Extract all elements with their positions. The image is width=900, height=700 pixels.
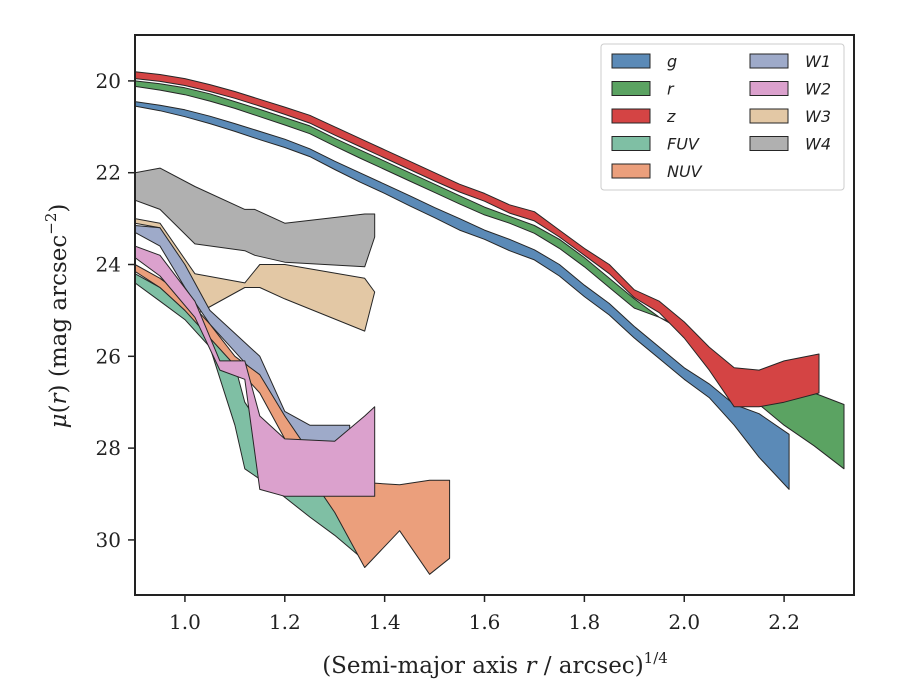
legend-swatch-w4 [749,136,789,151]
legend-swatch-w1 [749,53,789,69]
band-g [135,101,790,490]
y-axis-label: μ(r) (mag arcsec−2) [42,204,72,429]
plot-frame [134,34,855,596]
y-tick-label: 24 [96,253,121,277]
band-r [135,80,845,470]
x-tick-label: 1.4 [369,610,401,634]
y-tick-label: 22 [96,161,121,185]
legend-swatch-r [611,81,651,96]
y-axis: 20 22 24 26 28 30 [96,69,135,552]
legend-swatch-w3 [749,108,789,124]
x-tick-label: 2.0 [668,610,700,634]
y-tick-label: 30 [96,528,121,552]
bands-layer [135,71,845,575]
legend-label-z: z [666,107,676,126]
band-w4 [135,167,376,268]
legend-swatch-g [611,53,651,69]
legend-label-g: g [667,52,677,71]
y-tick-label: 26 [96,344,121,368]
legend-label-w1: W1 [805,52,831,71]
x-axis-label: (Semi-major axis r / arcsec)1/4 [322,649,668,679]
x-tick-label: 1.6 [469,610,501,634]
legend-box [600,43,845,191]
legend-swatch-fuv [611,136,651,151]
band-z [135,71,820,408]
legend: grz FUV NUV W1 W2 W3 W4 [600,43,845,191]
legend-label-fuv: FUV [667,135,700,154]
legend-swatch-z [611,108,651,124]
y-tick-label: 28 [96,436,121,460]
legend-swatch-nuv [611,163,651,179]
band-w2 [135,245,376,497]
x-tick-label: 1.2 [269,610,301,634]
legend-label-w3: W3 [805,107,831,126]
legend-label-w4: W4 [805,135,831,154]
legend-swatch-w2 [749,81,789,96]
legend-label-nuv: NUV [667,162,703,181]
x-axis: 1.0 1.2 1.4 1.6 1.8 2.0 2.2 [169,595,800,634]
legend-label-w2: W2 [805,80,831,99]
x-tick-label: 1.0 [169,610,201,634]
x-tick-label: 2.2 [768,610,800,634]
x-tick-label: 1.8 [568,610,600,634]
legend-label-r: r [667,80,675,99]
y-tick-label: 20 [96,69,121,93]
